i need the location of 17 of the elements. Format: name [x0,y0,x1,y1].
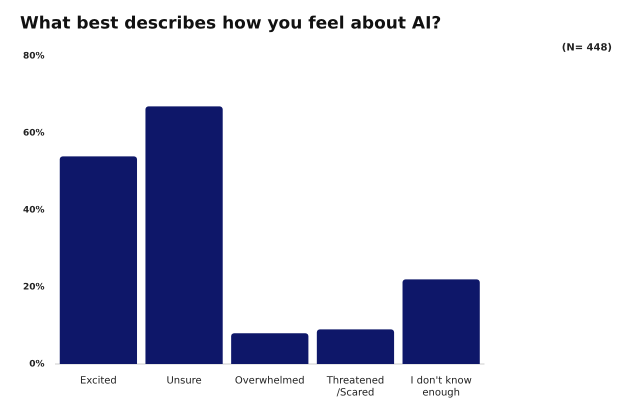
y-tick-label: 20% [22,282,45,292]
y-tick-label: 60% [22,128,45,139]
x-tick-label: Excited [80,376,117,387]
x-tick-label: Overwhelmed [234,376,305,387]
bar [60,156,138,364]
bar [145,106,223,364]
bar [231,333,308,364]
y-tick-label: 80% [22,52,45,62]
y-tick-label: 40% [22,206,45,216]
bar [402,279,480,364]
text: (N= 448) [562,42,612,54]
x-tick-label: Unsure [166,376,202,387]
chart-title: What best describes how you feel about AI? [20,14,442,34]
y-tick-label: 0% [29,359,45,370]
x-tick-label: I don't know enough [410,376,472,399]
bar [316,329,394,364]
x-tick-label: Threatened /Scared [326,376,384,399]
